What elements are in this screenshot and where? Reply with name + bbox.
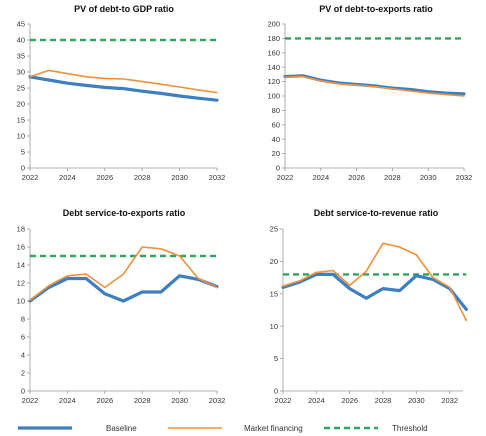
y-tick-label: 200 [267, 20, 280, 29]
x-tick-label: 2024 [59, 396, 76, 405]
y-tick-label: 30 [17, 68, 25, 77]
x-tick-label: 2030 [171, 173, 188, 182]
x-tick-label: 2028 [384, 173, 401, 182]
legend-label-market: Market financing [244, 424, 303, 433]
y-tick-label: 5 [274, 354, 278, 363]
y-tick-label: 0 [21, 387, 25, 396]
chart-title: Debt service-to-revenue ratio [314, 208, 439, 218]
legend-label-baseline: Baseline [106, 424, 137, 433]
y-tick-label: 60 [272, 120, 280, 129]
chart-panel-3: Debt service-to-exports ratio 0 2 4 6 8 10 12 14… [17, 208, 226, 405]
legend-label-threshold: Threshold [392, 424, 428, 433]
series-line-market [285, 77, 464, 96]
y-tick-label: 6 [21, 333, 25, 342]
chart-title: PV of debt-to GDP ratio [74, 4, 174, 14]
x-tick-label: 2026 [96, 173, 113, 182]
y-tick-label: 10 [270, 322, 278, 331]
y-tick-label: 10 [17, 132, 25, 141]
chart-title: Debt service-to-exports ratio [63, 208, 186, 218]
y-tick-label: 4 [21, 351, 25, 360]
x-tick-label: 2022 [275, 396, 292, 405]
x-tick-label: 2032 [456, 173, 473, 182]
y-tick-label: 180 [267, 34, 280, 43]
x-tick-label: 2028 [134, 173, 151, 182]
y-tick-label: 2 [21, 369, 25, 378]
y-tick-label: 120 [267, 77, 280, 86]
y-tick-label: 16 [17, 243, 25, 252]
series-line-baseline [30, 276, 217, 301]
y-tick-label: 20 [270, 257, 278, 266]
y-tick-label: 5 [21, 148, 25, 157]
y-tick-label: 14 [17, 261, 25, 270]
y-tick-label: 40 [17, 36, 25, 45]
x-tick-label: 2024 [312, 173, 329, 182]
legend: Baseline Market financing Threshold [18, 424, 428, 433]
y-tick-label: 18 [17, 225, 25, 234]
chart-panel-2: PV of debt-to-exports ratio 0 20 40 60 80 100 1… [267, 4, 472, 182]
y-tick-label: 40 [272, 135, 280, 144]
y-tick-label: 100 [267, 92, 280, 101]
chart-title: PV of debt-to-exports ratio [319, 4, 433, 14]
y-tick-label: 0 [276, 164, 280, 173]
x-tick-label: 2030 [420, 173, 437, 182]
y-tick-label: 8 [21, 315, 25, 324]
x-tick-label: 2026 [341, 396, 358, 405]
y-tick-label: 10 [17, 297, 25, 306]
x-tick-label: 2032 [209, 173, 226, 182]
y-tick-label: 15 [270, 289, 278, 298]
x-tick-label: 2032 [441, 396, 458, 405]
y-tick-label: 0 [274, 387, 278, 396]
y-tick-label: 35 [17, 52, 25, 61]
y-tick-label: 0 [21, 164, 25, 173]
x-tick-label: 2028 [134, 396, 151, 405]
y-tick-label: 20 [272, 149, 280, 158]
y-tick-label: 20 [17, 100, 25, 109]
y-tick-label: 25 [270, 225, 278, 234]
x-tick-label: 2026 [348, 173, 365, 182]
x-tick-label: 2024 [308, 396, 325, 405]
x-tick-label: 2024 [59, 173, 76, 182]
x-tick-label: 2022 [277, 173, 294, 182]
y-tick-label: 12 [17, 279, 25, 288]
x-tick-label: 2022 [22, 396, 39, 405]
y-tick-label: 15 [17, 116, 25, 125]
y-tick-label: 140 [267, 63, 280, 72]
series-line-baseline [283, 274, 466, 309]
x-tick-label: 2030 [171, 396, 188, 405]
y-tick-label: 80 [272, 106, 280, 115]
x-tick-label: 2032 [209, 396, 226, 405]
y-tick-label: 25 [17, 84, 25, 93]
series-line-market [283, 243, 466, 320]
chart-panel-4: Debt service-to-revenue ratio 0 5 10 15 20 25 2… [270, 208, 467, 405]
y-tick-label: 45 [17, 20, 25, 29]
x-tick-label: 2028 [375, 396, 392, 405]
y-tick-label: 160 [267, 48, 280, 57]
x-tick-label: 2022 [22, 173, 39, 182]
chart-panel-1: PV of debt-to GDP ratio 0 5 10 15 20 25 30 35 40 4… [17, 4, 226, 182]
x-tick-label: 2030 [408, 396, 425, 405]
x-tick-label: 2026 [96, 396, 113, 405]
